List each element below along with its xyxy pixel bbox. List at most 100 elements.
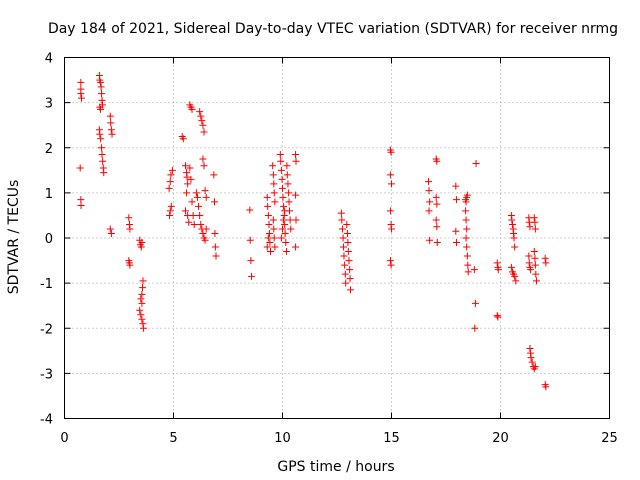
data-point (197, 220, 205, 228)
data-point (511, 243, 519, 251)
data-point (433, 200, 441, 208)
data-point (387, 261, 395, 269)
data-point (344, 248, 352, 256)
data-point (531, 225, 539, 233)
y-axis-label: SDTVAR / TECUs (6, 180, 22, 295)
data-point (494, 313, 502, 321)
data-point (98, 151, 106, 159)
data-point (77, 90, 85, 98)
data-point (508, 220, 516, 228)
data-point (139, 284, 147, 292)
data-point (283, 162, 291, 170)
data-point (292, 151, 300, 159)
data-point (280, 216, 288, 224)
data-point (276, 151, 284, 159)
data-point (525, 259, 533, 267)
data-point (265, 229, 273, 237)
data-point (186, 164, 194, 172)
data-point (341, 270, 349, 278)
data-point (346, 275, 354, 283)
data-point (99, 157, 107, 165)
data-point (126, 261, 134, 269)
data-point (211, 229, 219, 237)
y-tick-label: 2 (45, 142, 53, 157)
data-point (342, 279, 350, 287)
data-point (281, 220, 289, 228)
data-point (137, 311, 145, 319)
data-point (270, 189, 278, 197)
data-point (277, 157, 285, 165)
data-point (464, 268, 472, 276)
data-point (166, 207, 174, 215)
data-point (96, 130, 104, 138)
y-tick-label: -3 (40, 367, 53, 382)
data-point (433, 157, 441, 165)
data-point (279, 193, 287, 201)
data-point (263, 193, 271, 201)
data-point (264, 211, 272, 219)
data-point (201, 187, 209, 195)
data-point (199, 229, 207, 237)
data-point (264, 234, 272, 242)
data-point (188, 105, 196, 113)
data-point (126, 225, 134, 233)
axis-ticks (64, 57, 610, 419)
data-point (462, 234, 470, 242)
x-tick-label: 25 (601, 431, 618, 446)
data-point (77, 78, 85, 86)
data-point (271, 198, 279, 206)
data-point (344, 239, 352, 247)
data-point (347, 286, 355, 294)
data-point (277, 166, 285, 174)
data-point (463, 191, 471, 199)
data-point (77, 196, 85, 204)
data-point (193, 193, 201, 201)
data-point (198, 117, 206, 125)
data-point (279, 225, 286, 233)
data-point (542, 259, 550, 267)
data-point (138, 239, 146, 247)
x-tick-label: 20 (492, 431, 509, 446)
data-point (277, 234, 285, 242)
data-point (452, 196, 460, 204)
x-tick-labels: 0 5 10 15 20 25 (60, 431, 617, 446)
data-point (76, 164, 84, 172)
data-point (286, 216, 294, 224)
data-point (196, 211, 204, 219)
data-point (462, 216, 470, 224)
data-point (270, 225, 278, 233)
data-point (292, 157, 300, 165)
data-point (136, 306, 144, 314)
data-point (285, 189, 293, 197)
data-point (512, 277, 520, 285)
data-point (292, 243, 300, 251)
data-point (97, 83, 105, 91)
data-point (264, 202, 272, 210)
data-point (425, 187, 433, 195)
data-point (106, 225, 114, 233)
data-point (526, 223, 534, 231)
data-point (107, 119, 115, 127)
data-point (137, 243, 145, 251)
data-point (266, 239, 274, 247)
data-point (493, 312, 501, 320)
data-point (139, 277, 147, 285)
x-tick-label: 15 (383, 431, 400, 446)
data-points (76, 72, 550, 391)
y-tick-label: 1 (45, 187, 53, 202)
data-point (285, 207, 293, 215)
data-point (387, 148, 395, 156)
data-point (463, 225, 471, 233)
data-point (168, 166, 176, 174)
data-point (190, 220, 198, 228)
data-point (339, 234, 347, 242)
data-point (472, 160, 480, 168)
data-point (425, 178, 433, 186)
data-point (181, 162, 189, 170)
data-point (531, 363, 539, 371)
data-point (338, 225, 346, 233)
data-point (183, 173, 191, 181)
y-tick-label: -2 (40, 322, 53, 337)
data-point (337, 209, 345, 217)
